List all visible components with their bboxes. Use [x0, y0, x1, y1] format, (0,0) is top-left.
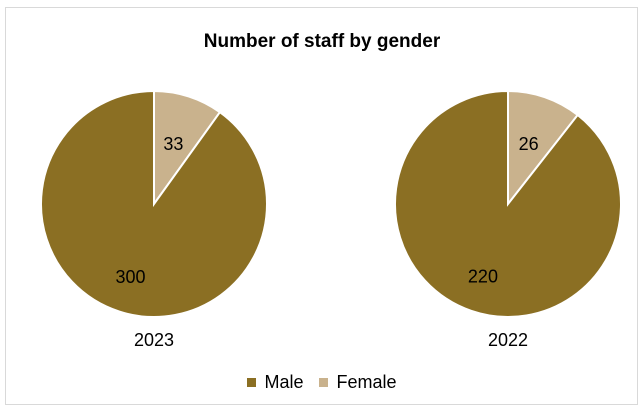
legend-swatch-female	[319, 378, 329, 387]
legend-label-male: Male	[264, 372, 304, 392]
slice-2022-female	[507, 89, 580, 207]
pie-label-2023: 2023	[134, 330, 174, 350]
data-label-2022-male: 220	[468, 267, 498, 287]
legend-swatch-male	[247, 378, 257, 387]
legend-item-female: Female	[319, 372, 397, 393]
slice-2023-male	[40, 89, 268, 318]
data-label-2023-male: 300	[115, 267, 145, 287]
legend-item-male: Male	[247, 372, 303, 393]
slice-2022-male	[394, 89, 622, 318]
pie-label-2022: 2022	[488, 330, 528, 350]
data-label-2022-female: 26	[519, 134, 539, 154]
legend: Male Female	[0, 372, 644, 393]
data-label-2023-female: 33	[163, 134, 183, 154]
chart-title: Number of staff by gender	[203, 31, 441, 52]
legend-label-female: Female	[336, 372, 397, 392]
